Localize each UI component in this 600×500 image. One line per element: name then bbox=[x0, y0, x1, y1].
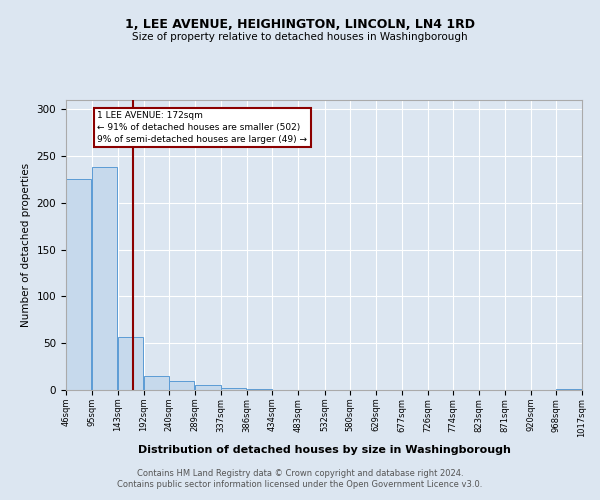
Bar bbox=[118, 336, 143, 390]
Y-axis label: Number of detached properties: Number of detached properties bbox=[21, 163, 31, 327]
Text: Size of property relative to detached houses in Washingborough: Size of property relative to detached ho… bbox=[132, 32, 468, 42]
Bar bbox=[195, 386, 221, 390]
Bar bbox=[92, 168, 118, 390]
Bar bbox=[169, 380, 194, 390]
Text: 1 LEE AVENUE: 172sqm
← 91% of detached houses are smaller (502)
9% of semi-detac: 1 LEE AVENUE: 172sqm ← 91% of detached h… bbox=[97, 111, 307, 144]
Bar bbox=[556, 389, 582, 390]
Text: 1, LEE AVENUE, HEIGHINGTON, LINCOLN, LN4 1RD: 1, LEE AVENUE, HEIGHINGTON, LINCOLN, LN4… bbox=[125, 18, 475, 30]
Bar bbox=[143, 376, 169, 390]
Bar bbox=[247, 389, 272, 390]
Bar bbox=[221, 388, 246, 390]
Bar bbox=[66, 178, 91, 390]
Text: Contains public sector information licensed under the Open Government Licence v3: Contains public sector information licen… bbox=[118, 480, 482, 489]
X-axis label: Distribution of detached houses by size in Washingborough: Distribution of detached houses by size … bbox=[137, 445, 511, 455]
Text: Contains HM Land Registry data © Crown copyright and database right 2024.: Contains HM Land Registry data © Crown c… bbox=[137, 468, 463, 477]
